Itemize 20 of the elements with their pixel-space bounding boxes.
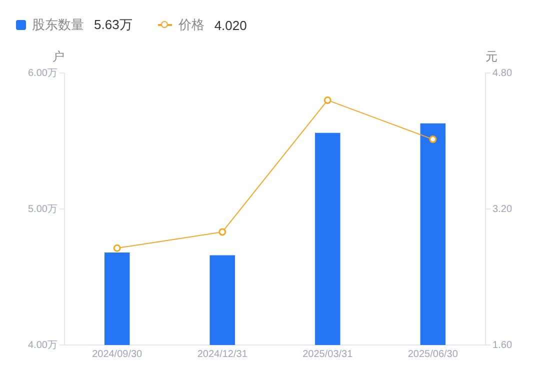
point	[218, 228, 226, 236]
y-tick-label: 6.00万	[28, 68, 58, 79]
text: 5.63万	[94, 16, 132, 34]
point	[429, 136, 437, 144]
y2-tick-label: 3.20	[492, 204, 512, 215]
legend-label: 价格	[178, 16, 204, 34]
x-tick-label: 2025/06/30	[408, 348, 458, 360]
point	[113, 244, 121, 252]
y2-tick-label: 4.80	[492, 68, 512, 79]
point	[324, 96, 332, 104]
x-tick-label: 2024/12/31	[197, 348, 248, 360]
x-tick-label: 2025/03/31	[302, 348, 354, 360]
legend-label: 股东数量	[32, 16, 84, 34]
x-tick-label: 2024/09/30	[92, 348, 143, 360]
y-tick-label: 5.00万	[28, 204, 58, 215]
y2-axis-title: 元	[486, 49, 498, 64]
text: 4.020	[214, 18, 247, 32]
y-axis-title: 户	[52, 49, 64, 64]
y2-tick-label: 1.60	[492, 340, 512, 351]
y-tick-label: 4.00万	[28, 340, 58, 351]
